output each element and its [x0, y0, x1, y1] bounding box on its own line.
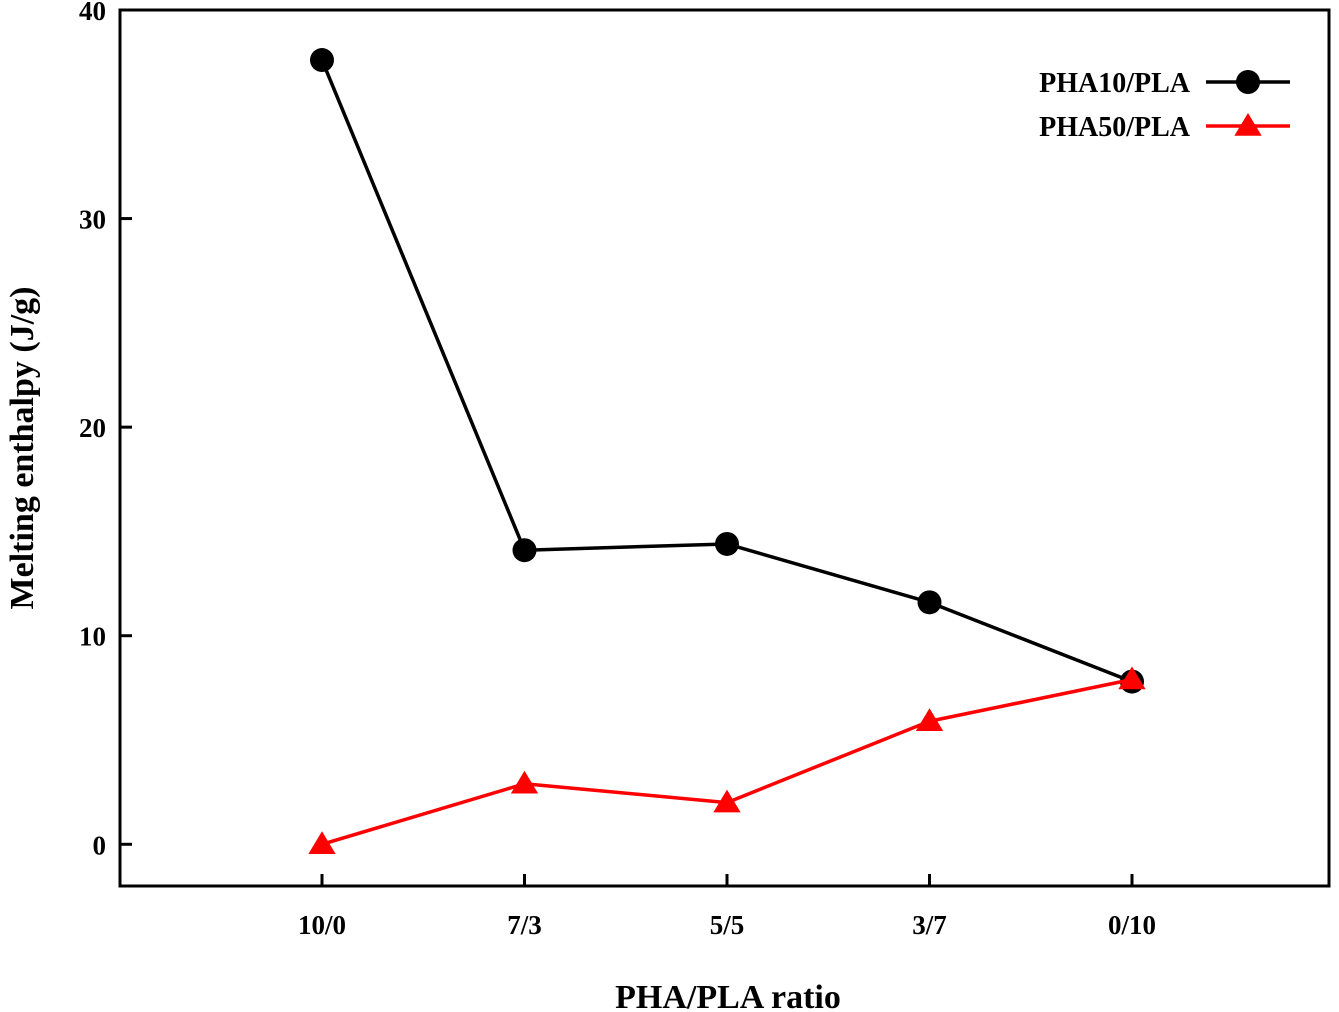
- series-layer: [308, 48, 1146, 855]
- plot-frame: [118, 8, 1331, 888]
- data-point: [713, 789, 741, 813]
- x-tick-label: 3/7: [912, 910, 947, 940]
- series-1: [310, 48, 1144, 694]
- series-2: [308, 666, 1146, 855]
- x-tick-label: 5/5: [710, 910, 745, 940]
- data-point: [308, 831, 336, 855]
- legend: PHA10/PLA PHA50/PLA: [1039, 68, 1290, 143]
- data-point: [510, 770, 539, 794]
- data-point: [512, 538, 537, 563]
- data-point: [1118, 666, 1146, 690]
- x-axis: 10/0 7/3 5/5 3/7 0/10: [298, 874, 1156, 940]
- x-tick-label: 10/0: [298, 910, 346, 940]
- legend-label: PHA50/PLA: [1039, 112, 1191, 143]
- x-tick-label: 7/3: [507, 910, 542, 940]
- x-axis-title: PHA/PLA ratio: [615, 979, 841, 1012]
- series-line: [321, 677, 1133, 846]
- y-tick-label: 0: [93, 830, 107, 860]
- y-axis-title: Melting enthalpy (J/g): [4, 287, 41, 610]
- y-tick-label: 20: [79, 413, 106, 443]
- data-point: [310, 48, 334, 73]
- y-tick-label: 40: [79, 0, 106, 26]
- data-point: [715, 531, 739, 556]
- legend-label: PHA10/PLA: [1039, 68, 1191, 99]
- data-point: [917, 590, 942, 615]
- legend-marker: [1234, 113, 1262, 136]
- y-axis: 0 10 20 30 40: [79, 0, 132, 860]
- series-line: [320, 59, 1133, 684]
- y-tick-label: 30: [79, 205, 106, 235]
- data-point: [915, 708, 944, 731]
- y-tick-label: 10: [79, 622, 106, 652]
- x-tick-label: 0/10: [1108, 910, 1156, 940]
- legend-marker: [1236, 70, 1260, 94]
